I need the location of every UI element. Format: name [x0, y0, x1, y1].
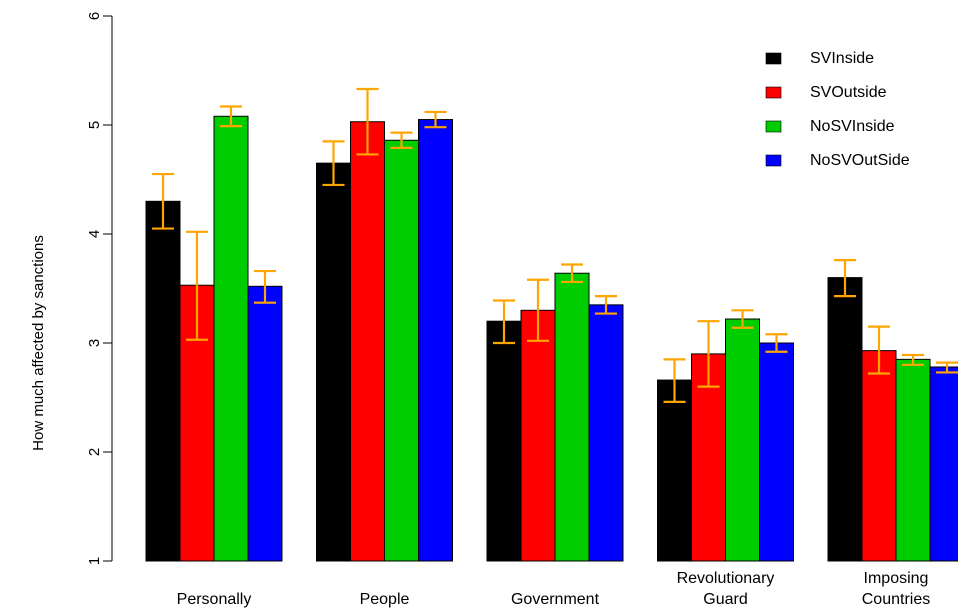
- legend: SVInside SVOutside NoSVInside NoSVOutSide: [765, 50, 910, 169]
- bar-group: [486, 263, 624, 562]
- bar-svoutside: [861, 350, 897, 562]
- bar-group: [827, 259, 958, 562]
- bar-group: [657, 309, 794, 562]
- error-bar: [152, 172, 174, 230]
- bar-nosvoutside: [418, 119, 453, 562]
- bar-svinside: [486, 320, 522, 562]
- x-category-label: Government: [511, 591, 600, 608]
- legend-label: NoSVOutSide: [810, 152, 910, 169]
- error-bar: [936, 361, 958, 374]
- y-tick-label: 6: [86, 12, 103, 20]
- error-bar: [765, 333, 788, 353]
- error-bar: [697, 320, 720, 388]
- bar-svoutside: [691, 353, 726, 562]
- error-bar: [220, 105, 242, 128]
- error-bar: [595, 295, 617, 315]
- bar-group: [145, 105, 283, 562]
- x-category-label: Countries: [862, 591, 930, 608]
- error-bar: [390, 131, 413, 149]
- x-category-label: Guard: [703, 591, 747, 608]
- x-category-label: Revolutionary: [677, 570, 775, 587]
- y-tick-label: 1: [86, 557, 103, 565]
- legend-swatch: [765, 52, 782, 65]
- y-tick-label: 2: [86, 448, 103, 456]
- bar-svinside: [145, 200, 181, 562]
- error-bar: [663, 358, 686, 403]
- bar-nosvoutside: [247, 285, 283, 562]
- x-axis-labels: Personally People Government Revolutionary G…: [177, 570, 931, 608]
- bar-nosvinside: [895, 358, 931, 562]
- bar-nosvinside: [213, 115, 249, 562]
- bar-svinside: [316, 162, 351, 562]
- error-bar: [356, 87, 379, 156]
- bar-nosvoutside: [588, 304, 624, 562]
- bar-svoutside: [350, 121, 385, 562]
- legend-swatch: [765, 120, 782, 133]
- error-bar: [902, 353, 924, 366]
- legend-label: NoSVInside: [810, 118, 895, 135]
- x-category-label: Imposing: [864, 570, 929, 587]
- bar-svinside: [827, 277, 863, 562]
- bar-nosvinside: [554, 272, 590, 562]
- bar-svoutside: [520, 309, 556, 562]
- y-tick-label: 5: [86, 121, 103, 129]
- bar-group: [316, 87, 453, 562]
- y-tick-label: 3: [86, 339, 103, 347]
- legend-label: SVOutside: [810, 84, 887, 101]
- error-bar: [527, 278, 549, 342]
- x-category-label: Personally: [177, 591, 252, 608]
- error-bar: [424, 110, 447, 129]
- plot-area: [145, 87, 958, 562]
- error-bar: [322, 140, 345, 187]
- error-bar: [868, 325, 890, 375]
- bar-nosvinside: [725, 318, 760, 562]
- x-category-label: People: [360, 591, 410, 608]
- bar-svinside: [657, 379, 692, 562]
- error-bar: [493, 299, 515, 345]
- bar-nosvoutside: [929, 366, 958, 562]
- error-bar: [731, 309, 754, 329]
- error-bar: [254, 269, 276, 304]
- legend-swatch: [765, 154, 782, 167]
- y-axis-title: How much affected by sanctions: [30, 235, 47, 451]
- legend-swatch: [765, 86, 782, 99]
- error-bar: [186, 230, 208, 341]
- error-bar: [834, 259, 856, 298]
- y-axis: 1 2 3 4 5 6: [86, 12, 113, 565]
- bar-nosvinside: [384, 139, 419, 562]
- legend-label: SVInside: [810, 50, 874, 67]
- error-bar: [561, 263, 583, 284]
- y-tick-label: 4: [86, 230, 103, 238]
- bar-nosvoutside: [759, 342, 794, 562]
